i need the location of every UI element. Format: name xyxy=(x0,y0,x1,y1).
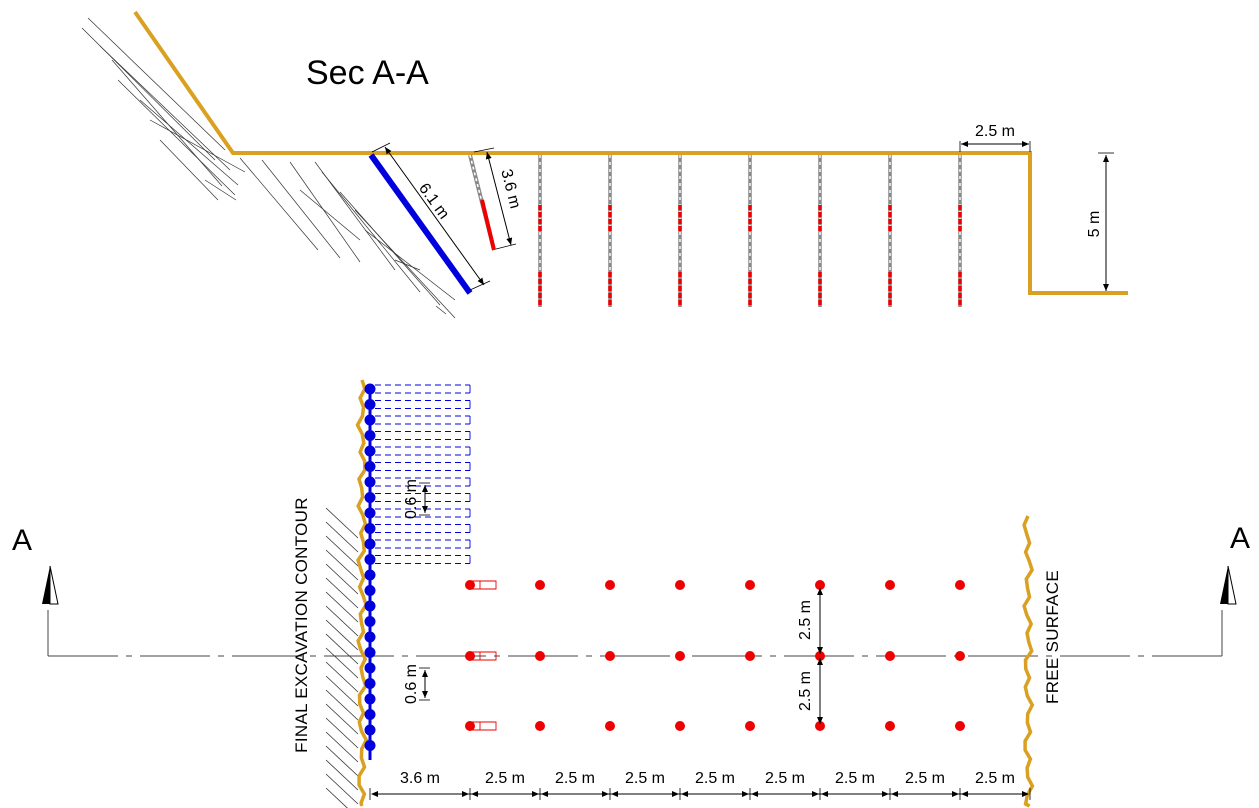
dim-inclined-short: 3.6 m xyxy=(497,167,523,210)
production-hole xyxy=(885,580,895,590)
presplit-hole-inclined xyxy=(368,153,473,295)
presplit-holes xyxy=(364,383,376,760)
dim-row-spacing-upper: 2.5 m xyxy=(797,600,814,640)
dim-bottom-9: 2.5 m xyxy=(975,770,1015,787)
dim-bottom-1: 3.6 m xyxy=(400,770,440,787)
section-arrow-right: A xyxy=(1220,522,1250,605)
contour-hatching xyxy=(325,507,359,808)
section-marker-right: A xyxy=(1230,522,1250,555)
bottom-dimension-chain: 3.6 m 2.5 m 2.5 m 2.5 m 2.5 m 2.5 m 2.5 m 2.5 m… xyxy=(369,770,1031,800)
production-hole xyxy=(675,721,685,731)
production-hole xyxy=(465,721,475,731)
dim-top-spacing: 2.5 m xyxy=(975,123,1015,140)
production-hole xyxy=(465,651,475,661)
production-hole xyxy=(605,580,615,590)
section-view: 6.1 m 3.6 m 2.5 m 5 m Sec A-A xyxy=(81,10,1128,319)
production-hole xyxy=(535,580,545,590)
dim-bottom-3: 2.5 m xyxy=(555,770,595,787)
dim-row-spacing-lower: 2.5 m xyxy=(797,671,814,711)
section-title: Sec A-A xyxy=(306,54,429,92)
production-hole xyxy=(465,580,475,590)
dim-presplit-lower: 0.6 m xyxy=(403,664,420,704)
dim-bench-height: 5 m xyxy=(1086,211,1103,238)
section-arrow-left: A xyxy=(12,524,59,605)
production-hole xyxy=(535,721,545,731)
production-hole xyxy=(745,580,755,590)
production-hole xyxy=(955,580,965,590)
production-hole xyxy=(745,651,755,661)
dim-bottom-8: 2.5 m xyxy=(905,770,945,787)
production-hole xyxy=(885,721,895,731)
ground-profile xyxy=(133,10,1128,295)
free-surface-label: FREE SURFACE xyxy=(1043,570,1062,704)
final-contour-line xyxy=(355,379,369,807)
production-hole-stubs xyxy=(470,580,497,731)
dim-line-inclined-short xyxy=(485,151,513,246)
dim-bottom-4: 2.5 m xyxy=(625,770,665,787)
final-contour-label: FINAL EXCAVATION CONTOUR xyxy=(292,497,311,753)
dim-bottom-7: 2.5 m xyxy=(835,770,875,787)
production-hole xyxy=(955,651,965,661)
plan-view: A A 0.6 m 0.6 m 2.5 m 2.5 m xyxy=(12,379,1250,808)
production-hole xyxy=(605,721,615,731)
dim-presplit-upper: 0.6 m xyxy=(403,479,420,519)
production-hole xyxy=(815,580,825,590)
production-hole xyxy=(885,651,895,661)
production-hole xyxy=(675,580,685,590)
production-hole xyxy=(675,651,685,661)
free-surface-line xyxy=(1022,515,1035,808)
presplit-hole-projections xyxy=(375,384,471,564)
dim-bottom-2: 2.5 m xyxy=(485,770,525,787)
dim-line-inclined-long xyxy=(384,146,485,286)
production-hole xyxy=(745,721,755,731)
section-marker-left: A xyxy=(12,524,32,557)
dim-bottom-5: 2.5 m xyxy=(695,770,735,787)
production-hole xyxy=(535,651,545,661)
production-hole xyxy=(955,721,965,731)
dim-bottom-6: 2.5 m xyxy=(765,770,805,787)
production-hole xyxy=(605,651,615,661)
dim-inclined-long: 6.1 m xyxy=(415,180,452,222)
production-holes-section xyxy=(538,155,962,307)
